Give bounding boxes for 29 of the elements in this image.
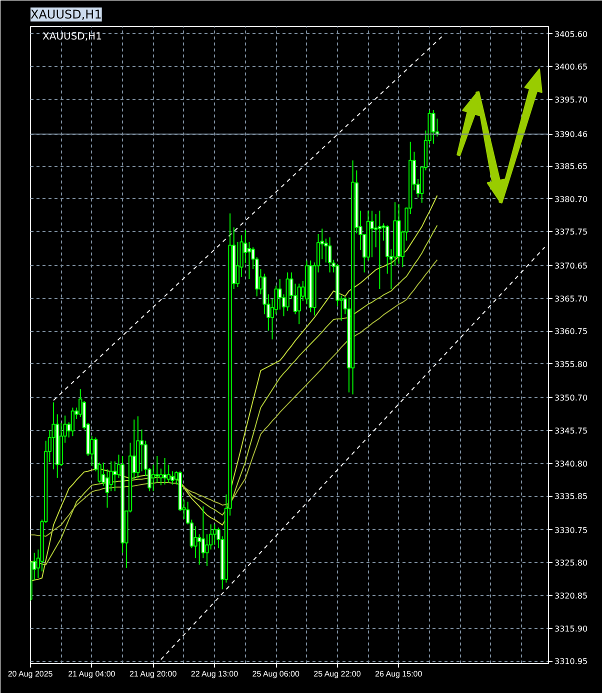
ref-line-label: 3390.46 [554, 130, 588, 140]
x-tick-label: 25 Aug 06:00 [252, 670, 300, 678]
y-tick-label: 3340.80 [554, 459, 588, 468]
text: XAUUSD,H1 [42, 32, 102, 42]
y-tick-label: 3315.90 [554, 624, 588, 634]
y-tick-label: 3350.70 [554, 394, 588, 403]
chart-title: XAUUSD,H1 [30, 8, 102, 22]
y-tick-label: 3370.65 [554, 261, 588, 270]
x-tick-label: 22 Aug 13:00 [190, 670, 239, 678]
y-tick-label: 3330.75 [554, 526, 588, 535]
y-tick-label: 3325.80 [554, 558, 588, 568]
y-tick-label: 3310.95 [554, 657, 588, 666]
y-tick-label: 3335.85 [554, 492, 588, 502]
y-tick-label: 3360.75 [554, 327, 588, 336]
x-tick-label: 25 Aug 22:00 [314, 670, 362, 678]
y-tick-label: 3395.70 [554, 95, 588, 104]
y-tick-label: 3400.65 [554, 62, 588, 72]
y-tick-label: 3355.80 [554, 360, 588, 369]
x-tick-label: 21 Aug 20:00 [129, 670, 178, 678]
y-tick-label: 3365.70 [554, 294, 588, 304]
y-tick-label: 3380.70 [554, 194, 588, 204]
y-tick-label: 3375.75 [554, 228, 588, 237]
x-tick-label: 21 Aug 04:00 [68, 670, 116, 678]
y-tick-label: 3385.65 [554, 162, 588, 172]
y-tick-label: 3405.60 [554, 30, 588, 39]
x-tick-label: 26 Aug 15:00 [375, 670, 423, 678]
y-tick-label: 3345.75 [554, 426, 588, 436]
y-tick-label: 3320.85 [554, 592, 588, 601]
x-tick-label: 20 Aug 2025 [8, 670, 54, 678]
